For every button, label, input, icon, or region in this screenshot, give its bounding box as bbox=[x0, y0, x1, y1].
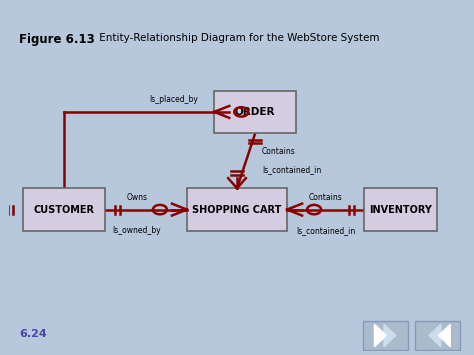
Text: SHOPPING CART: SHOPPING CART bbox=[192, 204, 282, 214]
Bar bbox=[415, 321, 460, 350]
Text: Owns: Owns bbox=[127, 193, 147, 202]
Text: Is_contained_in: Is_contained_in bbox=[296, 226, 356, 235]
Text: 6.24: 6.24 bbox=[19, 329, 47, 339]
Polygon shape bbox=[429, 324, 441, 346]
FancyBboxPatch shape bbox=[214, 91, 296, 133]
FancyBboxPatch shape bbox=[23, 188, 105, 231]
Polygon shape bbox=[384, 324, 396, 346]
Text: Entity-Relationship Diagram for the WebStore System: Entity-Relationship Diagram for the WebS… bbox=[96, 33, 380, 43]
Bar bbox=[363, 321, 408, 350]
Text: Is_owned_by: Is_owned_by bbox=[113, 226, 161, 235]
Text: Is_contained_in: Is_contained_in bbox=[262, 165, 321, 174]
Text: INVENTORY: INVENTORY bbox=[369, 204, 432, 214]
Text: ORDER: ORDER bbox=[235, 107, 275, 117]
Text: Is_placed_by: Is_placed_by bbox=[149, 95, 198, 104]
Text: Contains: Contains bbox=[262, 147, 296, 156]
FancyBboxPatch shape bbox=[187, 188, 287, 231]
Text: CUSTOMER: CUSTOMER bbox=[34, 204, 95, 214]
Text: Figure 6.13: Figure 6.13 bbox=[18, 33, 94, 45]
FancyBboxPatch shape bbox=[365, 188, 437, 231]
Polygon shape bbox=[374, 324, 386, 346]
Polygon shape bbox=[438, 324, 450, 346]
Text: Contains: Contains bbox=[309, 193, 343, 202]
